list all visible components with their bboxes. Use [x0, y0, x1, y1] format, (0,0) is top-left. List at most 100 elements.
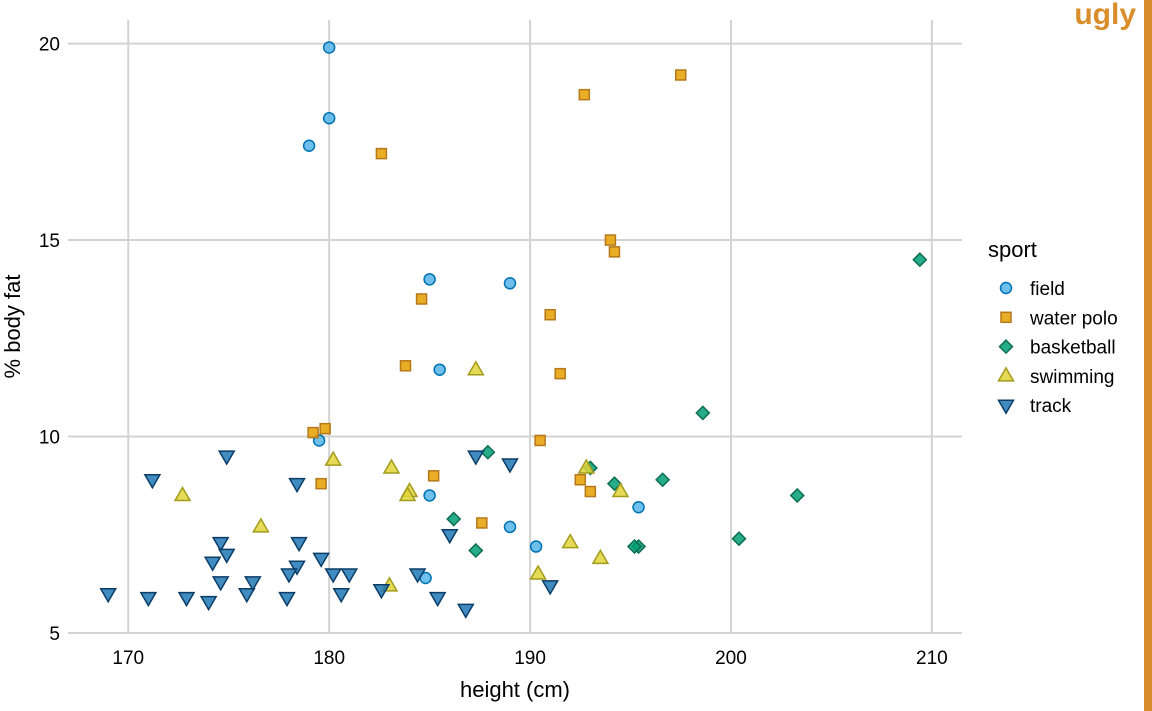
- y-tick-label: 20: [39, 35, 60, 56]
- swimming-point: [398, 485, 417, 502]
- swimming-point: [382, 458, 401, 474]
- water-polo-point: [415, 293, 428, 305]
- track-point: [238, 587, 256, 604]
- y-tick-label: 15: [39, 231, 60, 252]
- swimming-point: [467, 360, 485, 376]
- basketball-point: [731, 531, 747, 547]
- track-point: [217, 450, 236, 466]
- legend-key-swimming: [997, 366, 1015, 382]
- x-axis-title: height (cm): [460, 677, 570, 702]
- track-point: [143, 474, 162, 490]
- swimming-point: [591, 548, 610, 565]
- x-tick-label: 200: [715, 648, 747, 669]
- swimming-point: [611, 482, 630, 498]
- track-point: [211, 536, 230, 553]
- field-point: [503, 520, 517, 534]
- x-tick-label: 190: [514, 648, 546, 669]
- swimming-point: [252, 517, 270, 533]
- legend-key-water-polo: [1000, 311, 1012, 324]
- tick-labels: 170 180 190 200 210 5 10 15 20: [39, 35, 948, 669]
- track-point: [501, 458, 519, 474]
- water-polo-point: [584, 485, 597, 498]
- track-point: [428, 591, 447, 608]
- track-point: [440, 529, 459, 545]
- swimming-point: [529, 564, 547, 580]
- legend-label: track: [1030, 396, 1072, 417]
- swimming-point: [173, 485, 192, 502]
- water-polo-point: [399, 360, 412, 372]
- water-polo-point: [315, 477, 327, 490]
- x-tick-label: 210: [916, 648, 948, 669]
- water-polo-point: [307, 426, 319, 439]
- water-polo-point: [554, 367, 566, 380]
- track-point: [456, 603, 475, 619]
- track-point: [280, 568, 298, 584]
- track-point: [290, 536, 308, 553]
- legend-key-basketball: [998, 339, 1014, 355]
- field-point: [529, 540, 543, 553]
- field-point: [302, 139, 316, 152]
- field-point: [322, 41, 336, 54]
- track-point: [177, 591, 196, 608]
- field-point: [632, 501, 645, 514]
- water-polo-point: [427, 470, 440, 482]
- legend-label: field: [1030, 279, 1065, 300]
- legend-key-field: [999, 281, 1013, 295]
- ugly-badge: ugly: [1074, 0, 1136, 31]
- basketball-point: [695, 405, 711, 421]
- y-tick-label: 5: [49, 624, 60, 645]
- legend-label: basketball: [1030, 338, 1116, 359]
- legend: sport field water polo basketball swimming t…: [988, 237, 1118, 417]
- field-point: [433, 363, 446, 376]
- field-point: [503, 277, 517, 290]
- basketball-point: [912, 252, 928, 268]
- track-point: [372, 584, 391, 600]
- basketball-point: [468, 542, 484, 559]
- track-point: [288, 477, 306, 494]
- basketball-point: [480, 444, 496, 460]
- track-point: [408, 568, 427, 584]
- y-tick-label: 10: [39, 428, 60, 449]
- basketball-point: [789, 487, 805, 504]
- track-point: [99, 587, 117, 604]
- legend-title: sport: [988, 237, 1037, 262]
- basketball-point: [626, 538, 643, 555]
- track-point: [324, 568, 342, 584]
- water-polo-point: [674, 69, 687, 81]
- basketball-point: [655, 472, 671, 488]
- x-tick-label: 180: [313, 648, 345, 669]
- track-point: [199, 595, 218, 612]
- field-point: [423, 273, 436, 286]
- water-polo-point: [574, 474, 587, 486]
- basketball-point: [446, 511, 462, 527]
- track-point: [288, 560, 306, 576]
- accent-side-bar: [1144, 0, 1152, 711]
- legend-label: swimming: [1030, 367, 1114, 388]
- track-point: [244, 576, 262, 592]
- swimming-point: [577, 458, 596, 474]
- data-points: [99, 41, 928, 619]
- track-point: [211, 576, 230, 592]
- track-point: [217, 548, 236, 564]
- water-polo-point: [476, 517, 488, 529]
- x-tick-label: 170: [112, 648, 144, 669]
- field-point: [423, 489, 436, 502]
- track-point: [203, 556, 222, 572]
- water-polo-point: [578, 88, 591, 101]
- legend-label: water polo: [1029, 308, 1118, 329]
- track-point: [139, 591, 158, 608]
- y-axis-title: % body fat: [0, 275, 25, 379]
- swimming-point: [561, 533, 580, 549]
- field-point: [322, 111, 336, 125]
- water-polo-point: [604, 234, 617, 246]
- water-polo-point: [319, 422, 331, 435]
- legend-key-track: [997, 399, 1015, 415]
- track-point: [541, 580, 559, 596]
- track-point: [332, 587, 351, 604]
- water-polo-point: [608, 246, 621, 258]
- track-point: [278, 591, 296, 608]
- track-point: [312, 552, 330, 568]
- grid: [68, 20, 962, 634]
- water-polo-point: [534, 434, 546, 447]
